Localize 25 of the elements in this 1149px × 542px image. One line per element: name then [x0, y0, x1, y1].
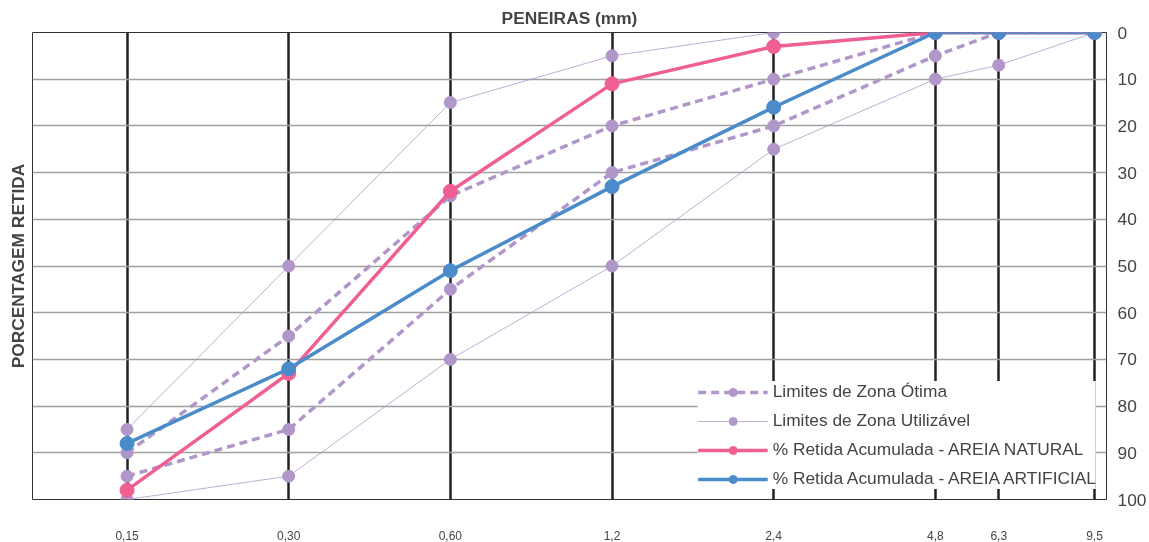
x-tick-label: 0,15	[115, 528, 140, 542]
x-tick-label: 0,30	[277, 528, 301, 542]
x-tick-label: 6,3	[990, 528, 1008, 542]
y-tick-label: 70	[1117, 349, 1137, 370]
chart-title: PENEIRAS (mm)	[501, 7, 638, 28]
x-tick-label: 4,8	[926, 528, 944, 542]
y-tick-label: 60	[1117, 302, 1137, 323]
y-tick-label: 50	[1117, 256, 1137, 276]
y-tick-label: 40	[1117, 209, 1137, 230]
y-tick-label: 10	[1117, 69, 1137, 90]
x-tick-label: 1,2	[603, 528, 621, 542]
legend-label: Limites de Zona Utilizável	[772, 410, 972, 431]
y-tick-label: 90	[1117, 442, 1137, 463]
x-tick-label: 2,4	[765, 528, 783, 542]
y-tick-label: 80	[1117, 396, 1137, 417]
x-tick-label: 0,60	[438, 528, 463, 542]
y-tick-label: 30	[1117, 162, 1137, 183]
legend-label: Limites de Zona Ótima	[772, 381, 949, 402]
legend-label: % Retida Acumulada - AREIA NATURAL	[772, 439, 1084, 460]
y-tick-label: 0	[1117, 22, 1128, 43]
legend-label: % Retida Acumulada - AREIA ARTIFICIAL	[772, 468, 1096, 489]
y-axis-title: PORCENTAGEM RETIDA	[7, 163, 28, 369]
y-tick-label: 100	[1117, 489, 1147, 510]
y-tick-label: 20	[1117, 115, 1137, 136]
x-tick-label: 9,5	[1086, 528, 1104, 542]
